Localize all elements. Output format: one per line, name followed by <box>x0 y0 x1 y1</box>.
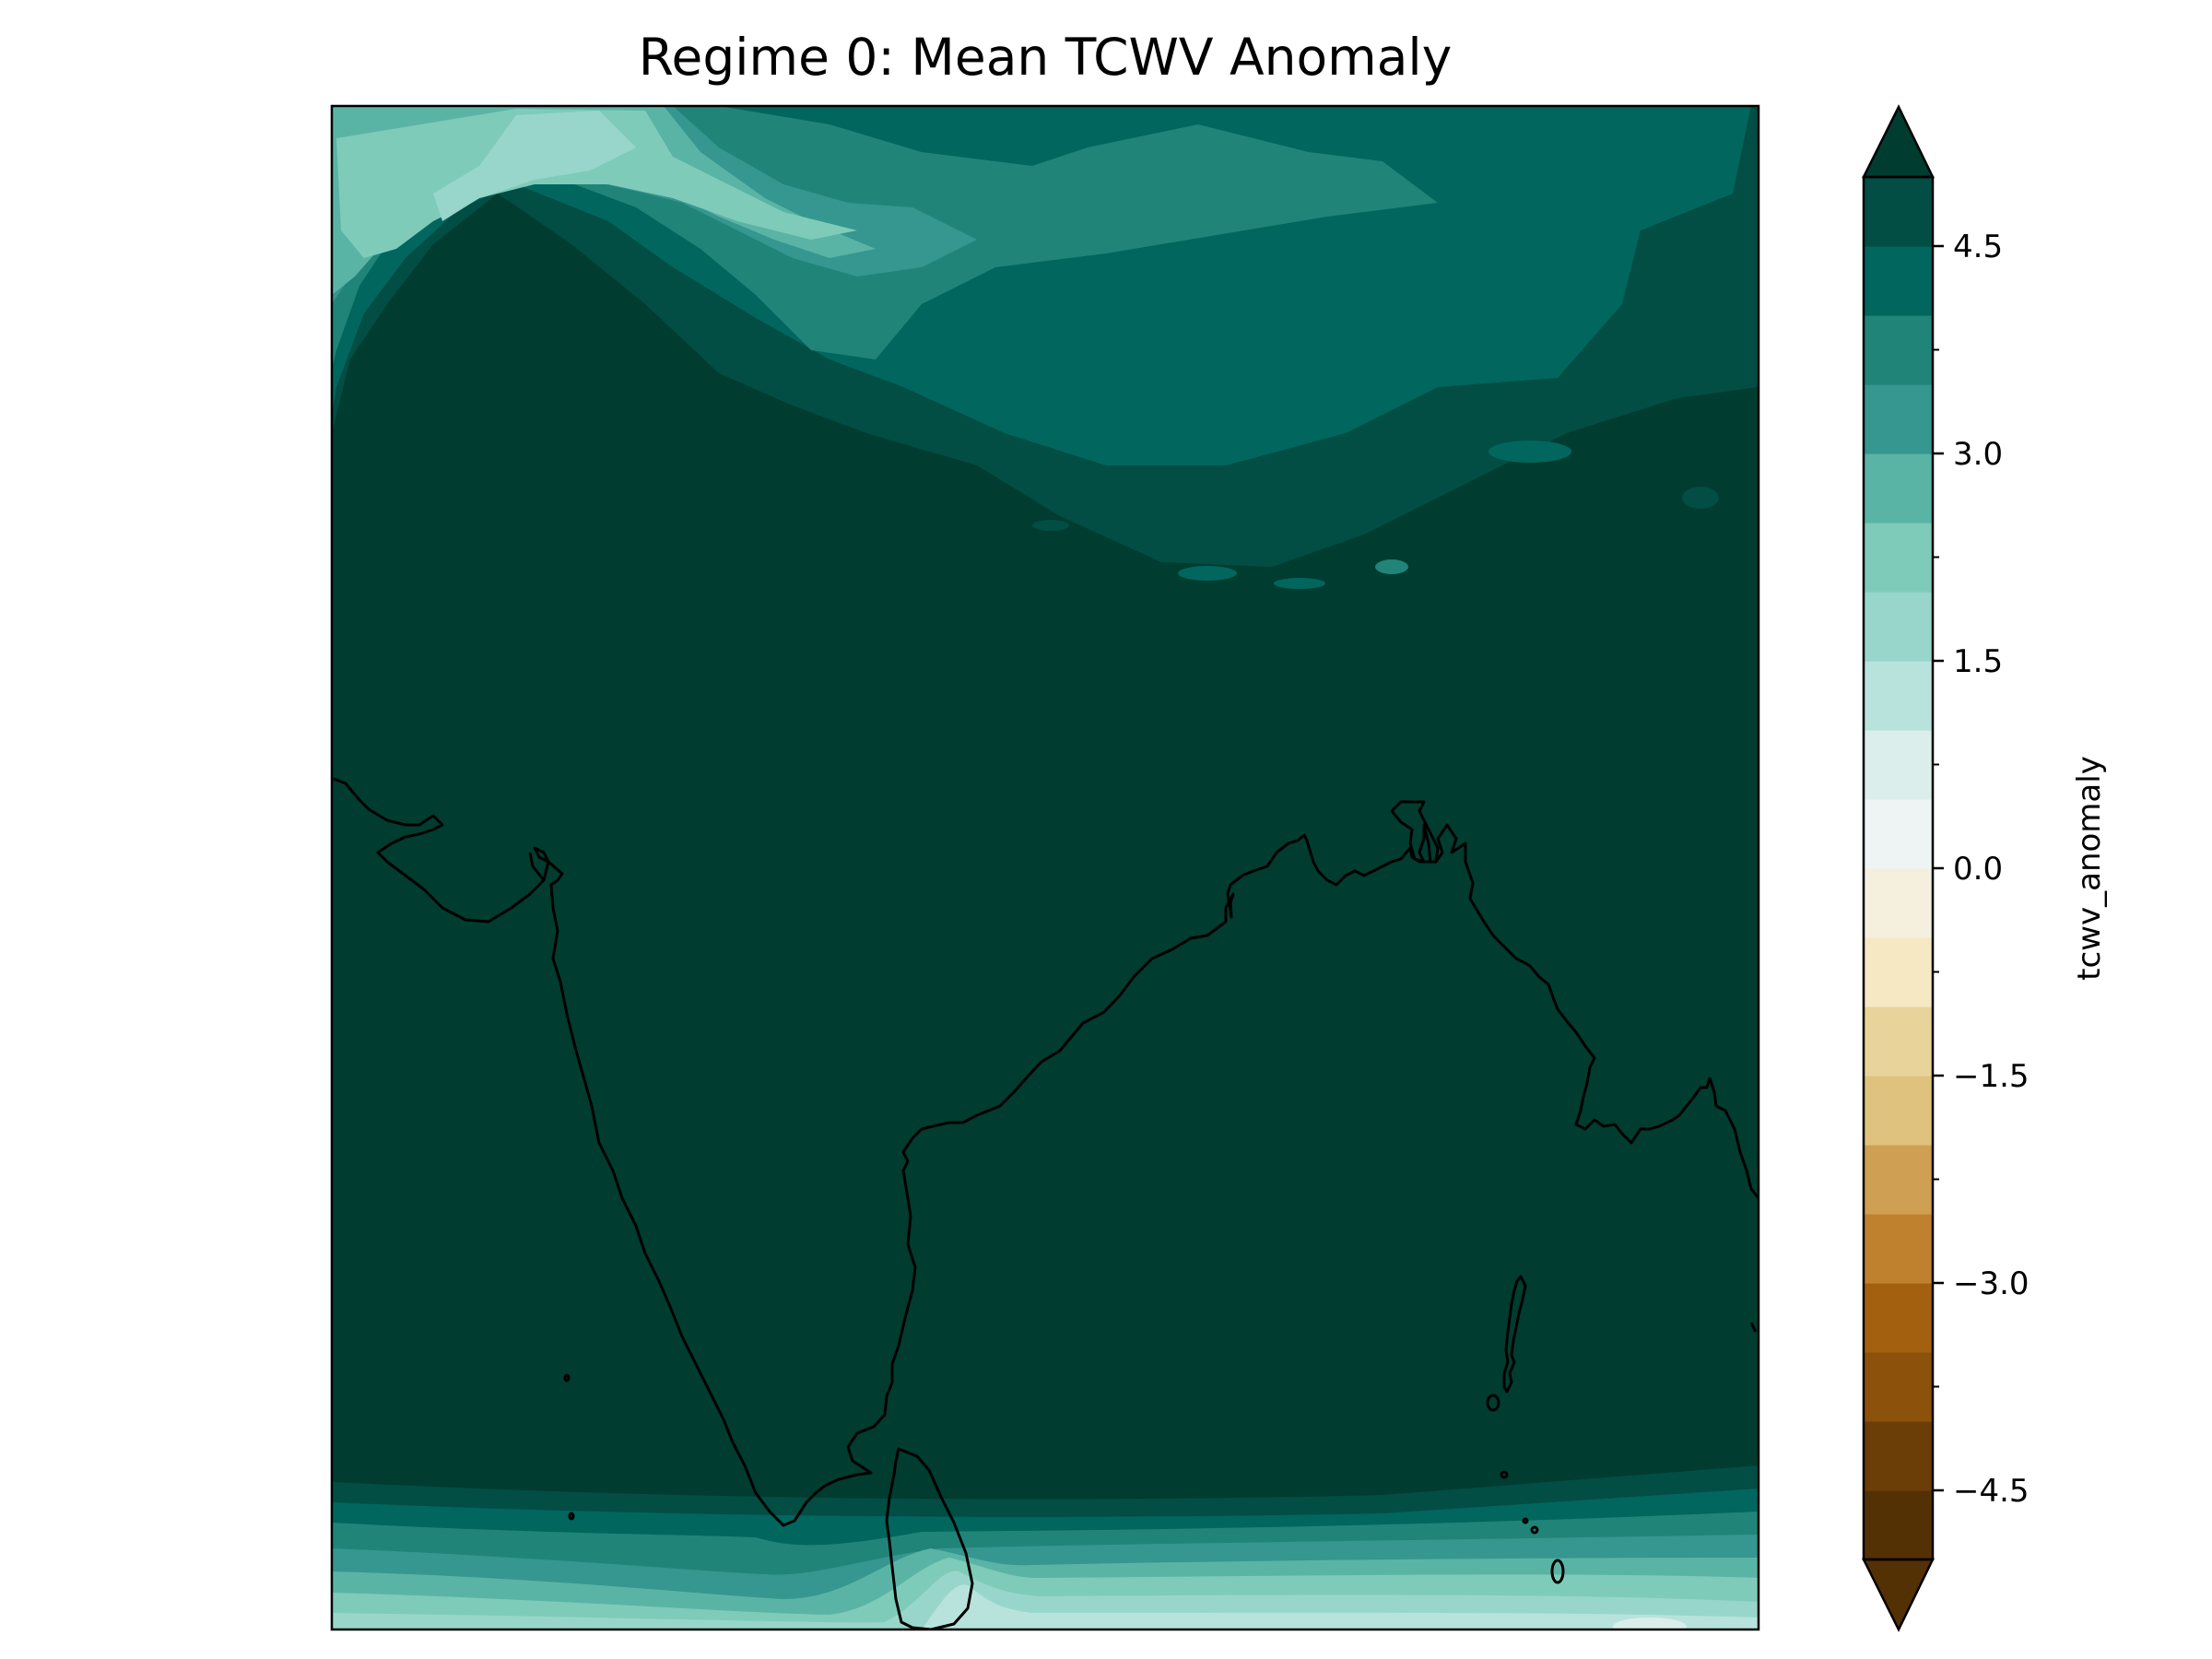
colorbar-swatch <box>1864 730 1933 800</box>
contour-band <box>336 109 857 258</box>
coastline-island <box>1550 1559 1565 1584</box>
colorbar-tick-label: −4.5 <box>1953 1473 2030 1510</box>
colorbar-swatch <box>1864 384 1933 454</box>
map-title: Regime 0: Mean TCWV Anomaly <box>638 28 1453 87</box>
contour-band <box>433 111 636 221</box>
contour-fragment <box>1375 559 1408 574</box>
colorbar-ticks: 4.5 3.0 1.5 0.0 −1.5 −3.0 −4.5 <box>1933 229 2030 1510</box>
coastline-andaman-islands <box>1502 1275 1527 1394</box>
colorbar-swatch <box>1864 177 1933 247</box>
colorbar: 4.5 3.0 1.5 0.0 −1.5 −3.0 −4.5 tcwv_anomaly <box>1861 104 2108 1632</box>
colorbar-tick-label: 0.0 <box>1953 851 2003 888</box>
colorbar-swatch <box>1864 937 1933 1007</box>
map-plot-area <box>332 106 1759 1630</box>
contour-fragment <box>1274 578 1325 589</box>
colorbar-swatch <box>1864 661 1933 731</box>
contour-fragment <box>1178 566 1237 581</box>
colorbar-swatch <box>1864 1490 1933 1560</box>
colorbar-swatch <box>1864 315 1933 385</box>
colorbar-extend-max <box>1861 104 1935 179</box>
colorbar-swatches <box>1864 177 1933 1560</box>
colorbar-swatch <box>1864 1352 1933 1422</box>
coastline-mainland <box>333 777 1759 1527</box>
contour-fragment <box>1488 441 1571 463</box>
colorbar-tick-label: −3.0 <box>1953 1265 2030 1302</box>
northern-anomaly-contours <box>332 106 1759 589</box>
coastline-island <box>568 1512 575 1521</box>
colorbar-tick-label: 1.5 <box>1953 643 2003 680</box>
contour-fragment <box>1682 487 1719 509</box>
coastline-gulf-of-khambhat <box>528 852 546 881</box>
colorbar-swatch <box>1864 1076 1933 1146</box>
colorbar-swatch <box>1864 1283 1933 1353</box>
colorbar-tick-label: 3.0 <box>1953 436 2003 473</box>
colorbar-swatch <box>1864 1145 1933 1215</box>
contour-fragment <box>1032 520 1069 531</box>
colorbar-label: tcwv_anomaly <box>2071 756 2108 981</box>
colorbar-swatch <box>1864 592 1933 662</box>
colorbar-extend-min <box>1861 1558 1935 1632</box>
coastline-island <box>1486 1394 1500 1412</box>
colorbar-swatch <box>1864 1421 1933 1491</box>
colorbar-swatch <box>1864 453 1933 524</box>
map-frame <box>330 104 1760 1631</box>
coastline-island <box>1522 1517 1529 1524</box>
colorbar-tick-label: 4.5 <box>1953 229 2003 265</box>
colorbar-swatch <box>1864 523 1933 593</box>
colorbar-swatch <box>1864 868 1933 938</box>
colorbar-swatch <box>1864 1006 1933 1077</box>
coastline-island <box>1500 1470 1509 1479</box>
contour-band <box>922 1584 1759 1630</box>
contour-fragment <box>1613 1618 1687 1630</box>
colorbar-swatch <box>1864 1214 1933 1284</box>
colorbar-tick-label: −1.5 <box>1953 1058 2030 1095</box>
coastline-myanmar-islands <box>1749 1322 1758 1333</box>
colorbar-swatch <box>1864 246 1933 316</box>
coastline-island <box>1530 1525 1539 1535</box>
southern-anomaly-contours <box>332 1465 1759 1630</box>
coastline-island <box>563 1373 571 1382</box>
colorbar-swatch <box>1864 799 1933 869</box>
